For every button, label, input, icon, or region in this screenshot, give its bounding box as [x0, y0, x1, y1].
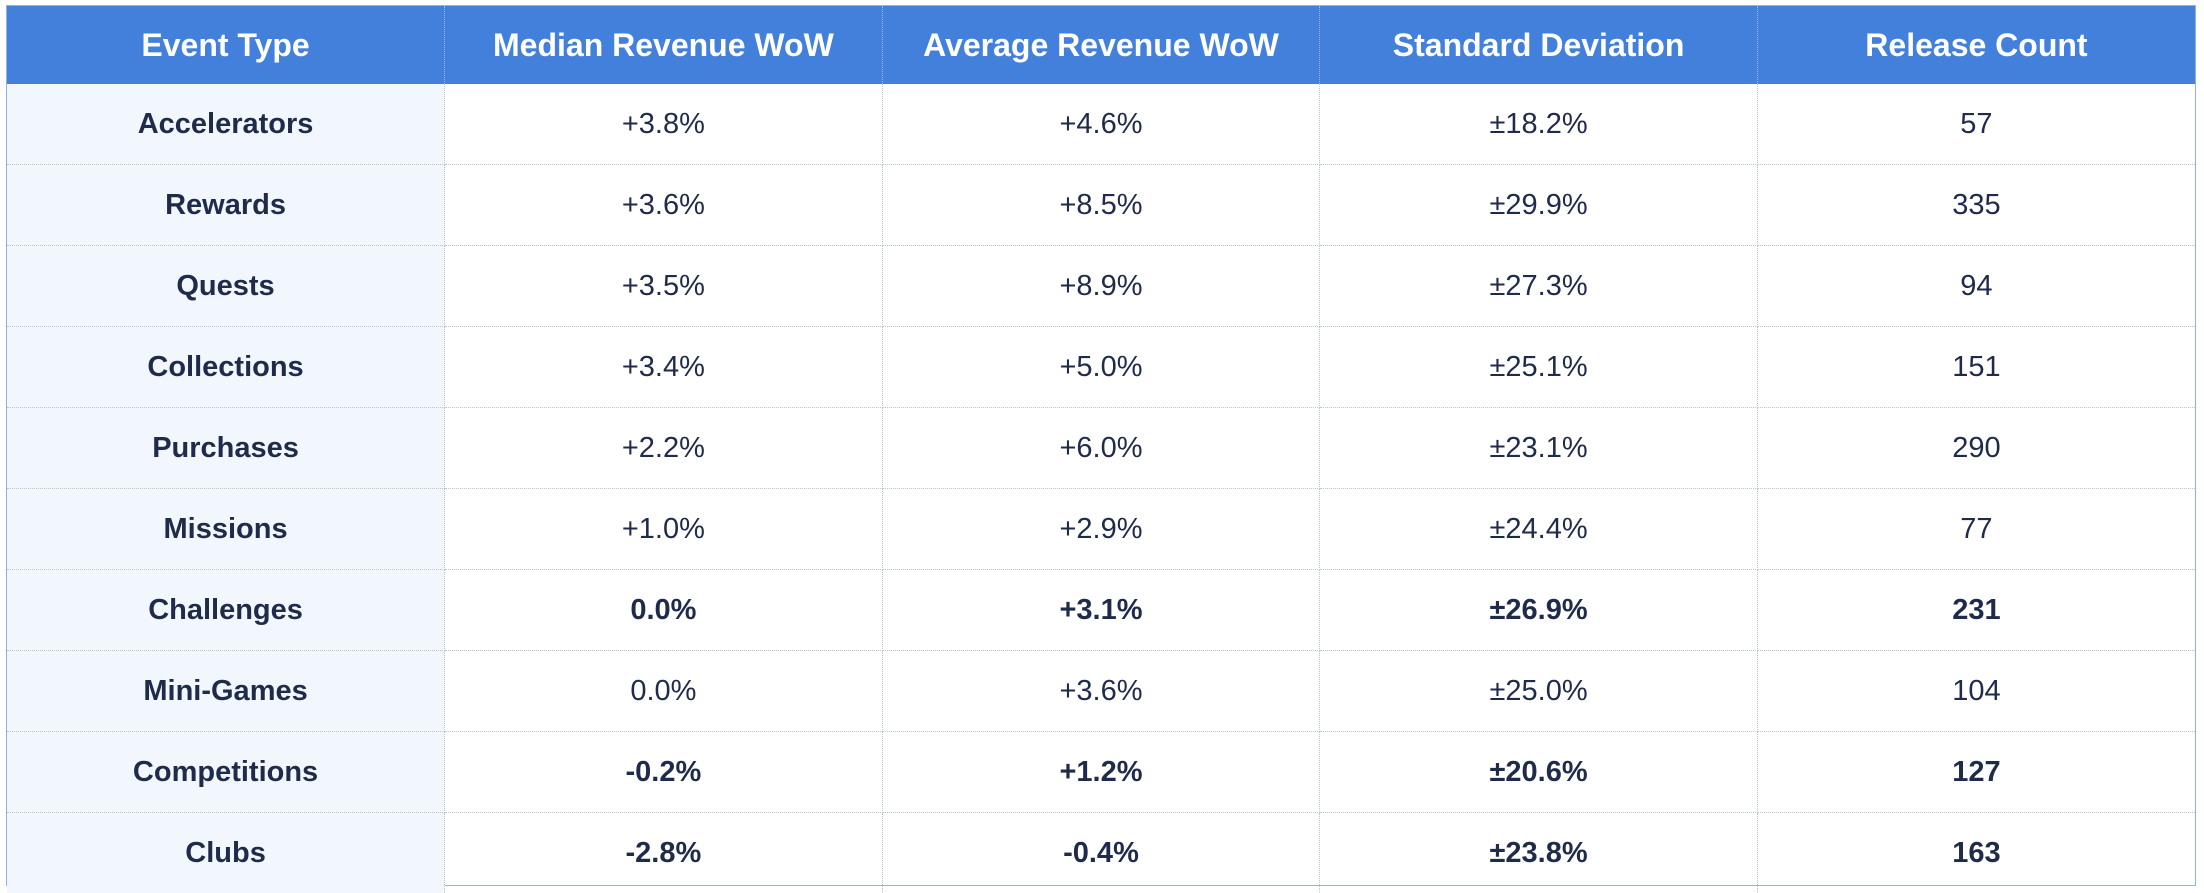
cell-event-type: Challenges — [7, 570, 445, 651]
cell-median-revenue: 0.0% — [445, 570, 883, 651]
cell-standard-deviation: ±18.2% — [1320, 84, 1758, 165]
cell-median-revenue: +2.2% — [445, 408, 883, 489]
cell-release-count: 77 — [1757, 489, 2195, 570]
cell-standard-deviation: ±25.1% — [1320, 327, 1758, 408]
cell-event-type: Accelerators — [7, 84, 445, 165]
cell-average-revenue: +5.0% — [882, 327, 1320, 408]
cell-median-revenue: +1.0% — [445, 489, 883, 570]
cell-average-revenue: +6.0% — [882, 408, 1320, 489]
cell-median-revenue: -2.8% — [445, 813, 883, 893]
cell-release-count: 231 — [1757, 570, 2195, 651]
cell-standard-deviation: ±23.8% — [1320, 813, 1758, 893]
column-header-event-type: Event Type — [7, 6, 445, 84]
table-row: Purchases+2.2%+6.0%±23.1%290 — [7, 408, 2195, 489]
table-header: Event Type Median Revenue WoW Average Re… — [7, 6, 2195, 84]
cell-median-revenue: +3.4% — [445, 327, 883, 408]
cell-average-revenue: -0.4% — [882, 813, 1320, 893]
cell-median-revenue: -0.2% — [445, 732, 883, 813]
cell-event-type: Collections — [7, 327, 445, 408]
cell-standard-deviation: ±27.3% — [1320, 246, 1758, 327]
cell-event-type: Purchases — [7, 408, 445, 489]
cell-event-type: Clubs — [7, 813, 445, 893]
revenue-table-container: Event Type Median Revenue WoW Average Re… — [6, 5, 2196, 886]
table-row: Accelerators+3.8%+4.6%±18.2%57 — [7, 84, 2195, 165]
table-row: Missions+1.0%+2.9%±24.4%77 — [7, 489, 2195, 570]
table-row: Clubs-2.8%-0.4%±23.8%163 — [7, 813, 2195, 893]
cell-median-revenue: +3.5% — [445, 246, 883, 327]
cell-standard-deviation: ±20.6% — [1320, 732, 1758, 813]
cell-average-revenue: +2.9% — [882, 489, 1320, 570]
cell-standard-deviation: ±26.9% — [1320, 570, 1758, 651]
cell-average-revenue: +3.6% — [882, 651, 1320, 732]
cell-standard-deviation: ±24.4% — [1320, 489, 1758, 570]
cell-average-revenue: +8.9% — [882, 246, 1320, 327]
cell-average-revenue: +1.2% — [882, 732, 1320, 813]
table-row: Competitions-0.2%+1.2%±20.6%127 — [7, 732, 2195, 813]
cell-release-count: 127 — [1757, 732, 2195, 813]
cell-median-revenue: +3.6% — [445, 165, 883, 246]
cell-event-type: Competitions — [7, 732, 445, 813]
cell-release-count: 57 — [1757, 84, 2195, 165]
cell-average-revenue: +3.1% — [882, 570, 1320, 651]
cell-standard-deviation: ±23.1% — [1320, 408, 1758, 489]
cell-standard-deviation: ±29.9% — [1320, 165, 1758, 246]
cell-release-count: 94 — [1757, 246, 2195, 327]
cell-standard-deviation: ±25.0% — [1320, 651, 1758, 732]
column-header-standard-deviation: Standard Deviation — [1320, 6, 1758, 84]
revenue-table: Event Type Median Revenue WoW Average Re… — [7, 6, 2195, 893]
cell-release-count: 290 — [1757, 408, 2195, 489]
column-header-average-revenue: Average Revenue WoW — [882, 6, 1320, 84]
cell-average-revenue: +8.5% — [882, 165, 1320, 246]
cell-median-revenue: 0.0% — [445, 651, 883, 732]
cell-event-type: Missions — [7, 489, 445, 570]
cell-release-count: 151 — [1757, 327, 2195, 408]
cell-release-count: 335 — [1757, 165, 2195, 246]
cell-release-count: 104 — [1757, 651, 2195, 732]
column-header-release-count: Release Count — [1757, 6, 2195, 84]
column-header-median-revenue: Median Revenue WoW — [445, 6, 883, 84]
table-row: Rewards+3.6%+8.5%±29.9%335 — [7, 165, 2195, 246]
table-row: Collections+3.4%+5.0%±25.1%151 — [7, 327, 2195, 408]
cell-event-type: Quests — [7, 246, 445, 327]
cell-median-revenue: +3.8% — [445, 84, 883, 165]
cell-event-type: Mini-Games — [7, 651, 445, 732]
header-row: Event Type Median Revenue WoW Average Re… — [7, 6, 2195, 84]
cell-release-count: 163 — [1757, 813, 2195, 893]
table-row: Quests+3.5%+8.9%±27.3%94 — [7, 246, 2195, 327]
cell-average-revenue: +4.6% — [882, 84, 1320, 165]
cell-event-type: Rewards — [7, 165, 445, 246]
